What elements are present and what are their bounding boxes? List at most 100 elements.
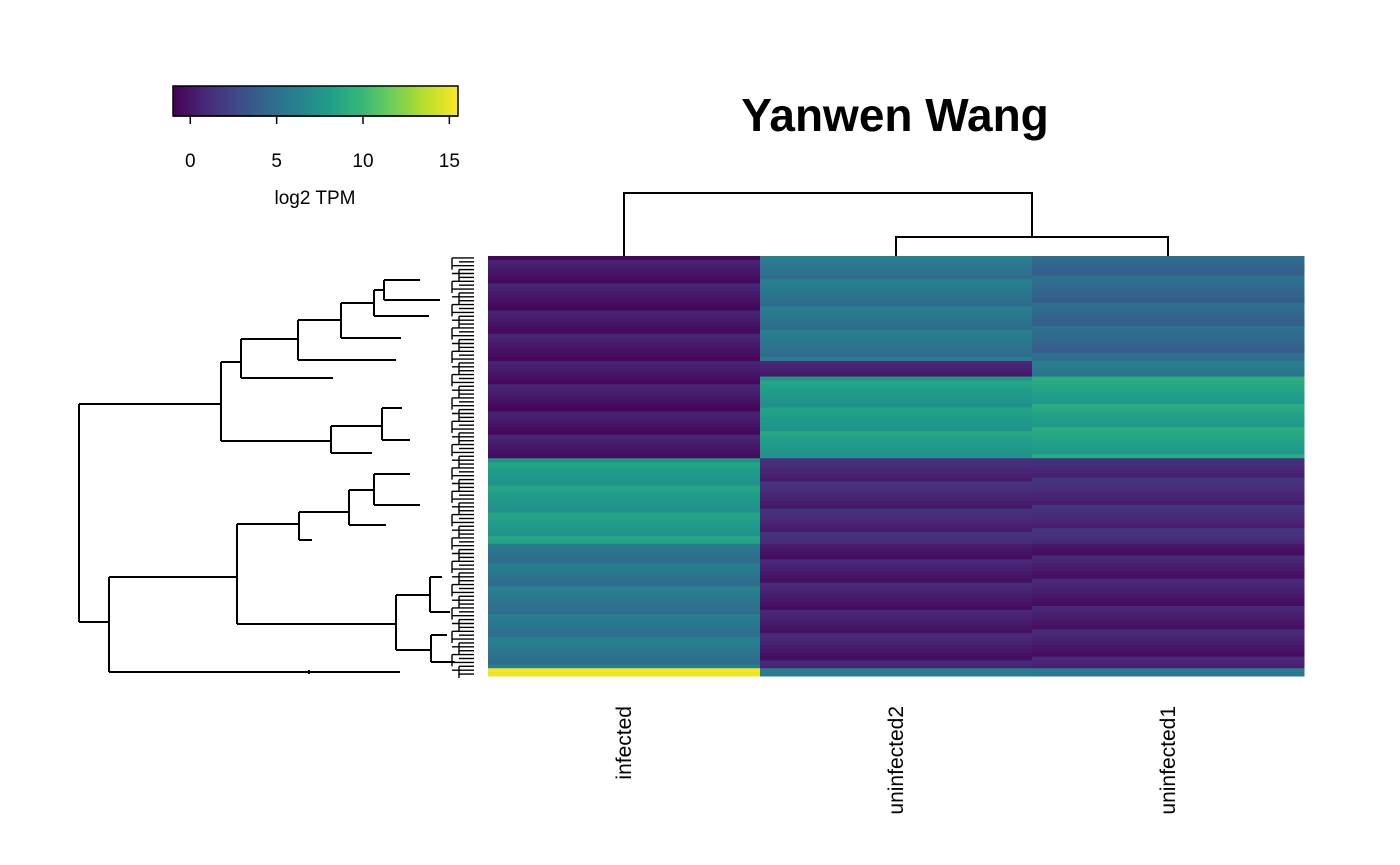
heatmap-cell — [488, 376, 761, 381]
heatmap-cell — [760, 641, 1033, 646]
heatmap-cell — [488, 279, 761, 284]
heatmap-cell — [1032, 357, 1305, 362]
heatmap-cell — [488, 656, 761, 661]
heatmap-cell — [1032, 652, 1305, 658]
heatmap-cell — [488, 380, 761, 385]
heatmap-cell — [488, 621, 761, 626]
heatmap-cell — [760, 469, 1033, 475]
heatmap-cell — [488, 668, 761, 673]
heatmap-cell — [760, 668, 1033, 673]
heatmap-cell — [1032, 512, 1305, 518]
heatmap-cell — [760, 621, 1033, 626]
heatmap-cell — [488, 353, 761, 358]
heatmap-cell — [488, 314, 761, 319]
heatmap-cell — [760, 275, 1033, 280]
heatmap-cell — [488, 267, 761, 273]
heatmap-cell — [488, 672, 761, 677]
heatmap-cell — [488, 664, 761, 669]
heatmap-cell — [1032, 563, 1305, 568]
heatmap-cell — [488, 333, 761, 339]
heatmap-cell — [760, 633, 1033, 638]
heatmap-cell — [488, 547, 761, 553]
heatmap-cell — [488, 633, 761, 638]
heatmap-cell — [760, 310, 1033, 315]
heatmap-cell — [488, 423, 761, 428]
heatmap-cell — [1032, 508, 1305, 514]
colorbar-legend: 0 5 10 15 log2 TPM — [172, 85, 460, 209]
heatmap-cell — [1032, 310, 1305, 315]
heatmap-cell — [1032, 504, 1305, 510]
heatmap-cell — [760, 485, 1033, 490]
heatmap-cell — [1032, 267, 1305, 273]
heatmap-cell — [760, 263, 1033, 269]
heatmap-cell — [488, 294, 761, 300]
heatmap-cell — [488, 466, 761, 471]
heatmap-cell — [488, 388, 761, 393]
heatmap-cell — [1032, 536, 1305, 541]
row-dendro-branch — [331, 425, 382, 454]
heatmap-cell — [1032, 485, 1305, 490]
heatmap-cell — [1032, 466, 1305, 471]
heatmap-cell — [1032, 473, 1305, 479]
heatmap-cell — [1032, 551, 1305, 556]
heatmap-cell — [488, 532, 761, 537]
heatmap-cell — [1032, 602, 1305, 607]
heatmap-cell — [1032, 621, 1305, 626]
heatmap-cell — [760, 582, 1033, 588]
heatmap-cell — [760, 466, 1033, 471]
heatmap-cell — [1032, 407, 1305, 413]
heatmap-cell — [488, 427, 761, 432]
heatmap-cell — [1032, 294, 1305, 300]
heatmap-cell — [760, 547, 1033, 553]
row-dendro-branch — [241, 338, 333, 379]
heatmap-cell — [760, 318, 1033, 323]
heatmap-cell — [760, 279, 1033, 284]
heatmap-cell — [1032, 672, 1305, 677]
heatmap-cell — [1032, 594, 1305, 599]
heatmap-cell — [760, 508, 1033, 514]
heatmap-cell — [488, 602, 761, 607]
heatmap-cell — [1032, 446, 1305, 451]
heatmap-cell — [760, 625, 1033, 630]
heatmap-cell — [760, 664, 1033, 669]
heatmap-cell — [760, 431, 1033, 436]
colorbar — [172, 85, 459, 117]
heatmap-cell — [1032, 403, 1305, 409]
heatmap-cell — [760, 497, 1033, 502]
heatmap-cell — [760, 660, 1033, 665]
heatmap-cell — [1032, 291, 1305, 296]
row-dendro-branch — [348, 489, 386, 526]
heatmap-cell — [760, 578, 1033, 584]
heatmap-cell — [760, 536, 1033, 541]
heatmap-cell — [760, 532, 1033, 537]
heatmap-cell — [1032, 450, 1305, 455]
heatmap-cell — [760, 598, 1033, 603]
heatmap-cell — [760, 501, 1033, 506]
heatmap-cell — [488, 641, 761, 646]
heatmap-cell — [488, 629, 761, 634]
heatmap-cell — [488, 407, 761, 413]
heatmap-cell — [1032, 590, 1305, 595]
heatmap-cell — [1032, 532, 1305, 537]
heatmap-cell — [760, 571, 1033, 576]
heatmap-cell — [760, 291, 1033, 296]
heatmap-cell — [488, 637, 761, 642]
heatmap-cell — [488, 606, 761, 611]
heatmap-cell — [488, 516, 761, 521]
heatmap-cell — [760, 543, 1033, 549]
heatmap-cell — [488, 259, 761, 265]
heatmap-cell — [760, 411, 1033, 416]
heatmap-cell — [488, 399, 761, 405]
heatmap-cell — [1032, 497, 1305, 502]
heatmap-cell — [488, 559, 761, 564]
heatmap-cell — [760, 454, 1033, 459]
heatmap-cell — [488, 617, 761, 623]
heatmap-cell — [488, 458, 761, 463]
heatmap-cell — [1032, 606, 1305, 611]
chart-title: Yanwen Wang — [741, 89, 1049, 141]
heatmap-cell — [488, 578, 761, 584]
heatmap-grid — [488, 256, 1305, 677]
heatmap-cell — [1032, 489, 1305, 494]
heatmap-cell — [488, 462, 761, 467]
heatmap-cell — [1032, 598, 1305, 603]
